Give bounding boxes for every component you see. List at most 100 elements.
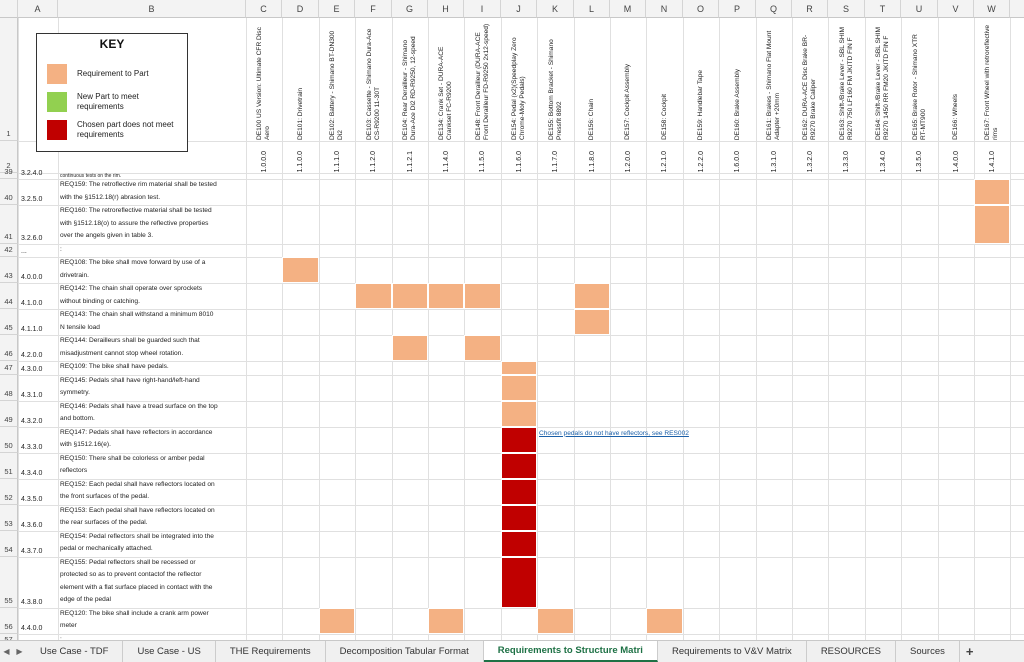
requirement-cell[interactable] bbox=[974, 179, 1010, 205]
row-number[interactable]: 50 bbox=[0, 426, 18, 453]
nonconforming-cell[interactable] bbox=[501, 530, 537, 557]
requirement-code-cell[interactable]: 4.4.0.0 bbox=[21, 624, 43, 632]
requirement-cell[interactable] bbox=[501, 374, 537, 401]
column-header-d[interactable]: D bbox=[282, 0, 319, 18]
column-header-e[interactable]: E bbox=[319, 0, 355, 18]
requirement-cell[interactable] bbox=[428, 607, 464, 634]
add-sheet-button[interactable]: + bbox=[965, 644, 974, 659]
requirement-code-cell[interactable]: 4.1.0.0 bbox=[21, 300, 43, 307]
requirement-code-cell[interactable]: 3.2.6.0 bbox=[21, 234, 43, 242]
column-header-i[interactable]: I bbox=[464, 0, 501, 18]
row-number[interactable]: 39 bbox=[0, 167, 18, 179]
requirement-cell[interactable] bbox=[574, 309, 610, 335]
row-number[interactable]: 40 bbox=[0, 179, 18, 205]
requirement-text-cell[interactable]: REQ160: The retroreflective material sha… bbox=[58, 205, 246, 244]
row-number[interactable]: 41 bbox=[0, 205, 18, 244]
requirement-code-cell[interactable]: 4.1.1.0 bbox=[21, 326, 43, 333]
requirement-text-cell[interactable]: REQ147: Pedals shall have reflectors in … bbox=[58, 427, 246, 453]
requirement-text-cell[interactable]: REQ146: Pedals shall have a tread surfac… bbox=[58, 401, 246, 427]
requirement-text-cell[interactable]: REQ144: Derailleurs shall be guarded suc… bbox=[58, 335, 246, 361]
row-number[interactable]: 49 bbox=[0, 400, 18, 427]
requirement-cell[interactable] bbox=[319, 607, 355, 634]
spreadsheet-grid[interactable]: ABCDEFGHIJKLMNOPQRSTUVWX 12 DE100 US Versi… bbox=[0, 0, 1024, 640]
row-number[interactable]: 48 bbox=[0, 374, 18, 401]
sheet-tab[interactable]: Decomposition Tabular Format bbox=[326, 641, 484, 662]
comment-link[interactable]: Chosen pedals do not have reflectors, se… bbox=[539, 429, 689, 437]
requirement-cell[interactable] bbox=[282, 257, 319, 283]
requirement-text-cell[interactable]: REQ108: The bike shall move forward by u… bbox=[58, 257, 246, 283]
column-header-r[interactable]: R bbox=[792, 0, 828, 18]
requirement-cell[interactable] bbox=[355, 283, 392, 309]
column-header-g[interactable]: G bbox=[392, 0, 428, 18]
column-header-u[interactable]: U bbox=[901, 0, 938, 18]
requirement-text-cell[interactable]: : bbox=[58, 634, 246, 641]
requirement-code-cell[interactable]: 4.3.0.0 bbox=[21, 365, 43, 373]
column-header-b[interactable]: B bbox=[58, 0, 246, 18]
requirement-code-cell[interactable]: 4.3.5.0 bbox=[21, 495, 43, 503]
row-number[interactable]: 57 bbox=[0, 633, 18, 640]
sheet-tab[interactable]: Requirements to Structure Matri bbox=[483, 641, 658, 662]
row-number[interactable]: 52 bbox=[0, 478, 18, 505]
row-number[interactable]: 51 bbox=[0, 452, 18, 479]
corner-cell[interactable] bbox=[0, 0, 18, 18]
requirement-text-cell[interactable]: REQ109: The bike shall have pedals. bbox=[58, 361, 246, 375]
column-header-t[interactable]: T bbox=[865, 0, 901, 18]
column-header-q[interactable]: Q bbox=[756, 0, 792, 18]
column-header-w[interactable]: W bbox=[974, 0, 1010, 18]
column-header-l[interactable]: L bbox=[574, 0, 610, 18]
requirement-code-cell[interactable]: 4.3.8.0 bbox=[21, 598, 43, 606]
requirement-code-cell[interactable]: 4.3.6.0 bbox=[21, 521, 43, 529]
requirement-code-cell[interactable]: ... bbox=[18, 634, 58, 640]
requirement-cell[interactable] bbox=[464, 283, 501, 309]
row-number[interactable]: 44 bbox=[0, 283, 18, 309]
row-number[interactable]: 42 bbox=[0, 243, 18, 257]
next-sheet-button[interactable]: ▶ bbox=[16, 647, 23, 656]
requirement-code-cell[interactable]: 4.3.4.0 bbox=[21, 469, 43, 477]
requirement-code-cell[interactable]: 4.3.7.0 bbox=[21, 547, 43, 555]
requirement-text-cell[interactable]: REQ154: Pedal reflectors shall be integr… bbox=[58, 531, 246, 557]
requirement-code-cell[interactable]: 4.3.2.0 bbox=[21, 417, 43, 425]
nonconforming-cell[interactable] bbox=[501, 426, 537, 453]
column-header-n[interactable]: N bbox=[646, 0, 683, 18]
requirement-text-cell[interactable]: continuous tests on the rim. bbox=[58, 173, 246, 179]
column-header-a[interactable]: A bbox=[18, 0, 58, 18]
requirement-text-cell[interactable]: : bbox=[58, 244, 246, 258]
row-number[interactable]: 55 bbox=[0, 556, 18, 608]
requirement-code-cell[interactable]: 3.2.5.0 bbox=[21, 196, 43, 203]
requirement-code-cell[interactable]: 4.2.0.0 bbox=[21, 352, 43, 359]
requirement-code-cell[interactable]: 3.2.4.0 bbox=[21, 170, 43, 177]
column-header-o[interactable]: O bbox=[683, 0, 719, 18]
requirement-text-cell[interactable]: REQ142: The chain shall operate over spr… bbox=[58, 283, 246, 309]
requirement-code-cell[interactable]: ... bbox=[21, 248, 27, 255]
requirement-cell[interactable] bbox=[392, 283, 428, 309]
row-number[interactable]: 53 bbox=[0, 504, 18, 531]
column-header-v[interactable]: V bbox=[938, 0, 974, 18]
requirement-cell[interactable] bbox=[574, 283, 610, 309]
column-header-x[interactable]: X bbox=[1010, 0, 1024, 18]
row-number[interactable]: 46 bbox=[0, 335, 18, 361]
requirement-cell[interactable] bbox=[392, 335, 428, 361]
sheet-tab[interactable]: Use Case - TDF bbox=[26, 641, 124, 662]
requirement-text-cell[interactable]: REQ155: Pedal reflectors shall be recess… bbox=[58, 557, 246, 608]
requirement-text-cell[interactable]: REQ120: The bike shall include a crank a… bbox=[58, 608, 246, 634]
sheet-tab[interactable]: Requirements to V&V Matrix bbox=[658, 641, 807, 662]
requirement-cell[interactable] bbox=[501, 400, 537, 427]
column-header-m[interactable]: M bbox=[610, 0, 646, 18]
requirement-code-cell[interactable]: 4.3.1.0 bbox=[21, 391, 43, 399]
requirement-cell[interactable] bbox=[464, 335, 501, 361]
row-number[interactable]: 56 bbox=[0, 607, 18, 634]
column-header-h[interactable]: H bbox=[428, 0, 464, 18]
column-header-c[interactable]: C bbox=[246, 0, 282, 18]
column-header-j[interactable]: J bbox=[501, 0, 537, 18]
requirement-cell[interactable] bbox=[646, 607, 683, 634]
sheet-tab[interactable]: RESOURCES bbox=[807, 641, 896, 662]
column-header-f[interactable]: F bbox=[355, 0, 392, 18]
requirement-text-cell[interactable]: REQ153: Each pedal shall have reflectors… bbox=[58, 505, 246, 531]
requirement-text-cell[interactable]: REQ145: Pedals shall have right-hand/lef… bbox=[58, 375, 246, 401]
requirement-text-cell[interactable]: REQ159: The retroflective rim material s… bbox=[58, 179, 246, 205]
nonconforming-cell[interactable] bbox=[501, 478, 537, 505]
requirement-code-cell[interactable]: 4.0.0.0 bbox=[21, 274, 43, 281]
requirement-cell[interactable] bbox=[974, 205, 1010, 244]
row-number[interactable]: 2 bbox=[0, 141, 18, 173]
requirement-text-cell[interactable]: REQ143: The chain shall withstand a mini… bbox=[58, 309, 246, 335]
